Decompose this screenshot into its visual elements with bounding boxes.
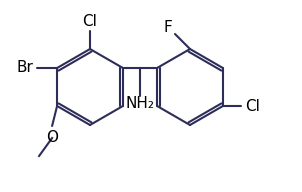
- Text: Cl: Cl: [246, 98, 260, 113]
- Text: O: O: [46, 131, 58, 146]
- Text: F: F: [164, 20, 172, 35]
- Text: Cl: Cl: [82, 15, 98, 30]
- Text: NH₂: NH₂: [126, 97, 155, 112]
- Text: Br: Br: [17, 60, 34, 75]
